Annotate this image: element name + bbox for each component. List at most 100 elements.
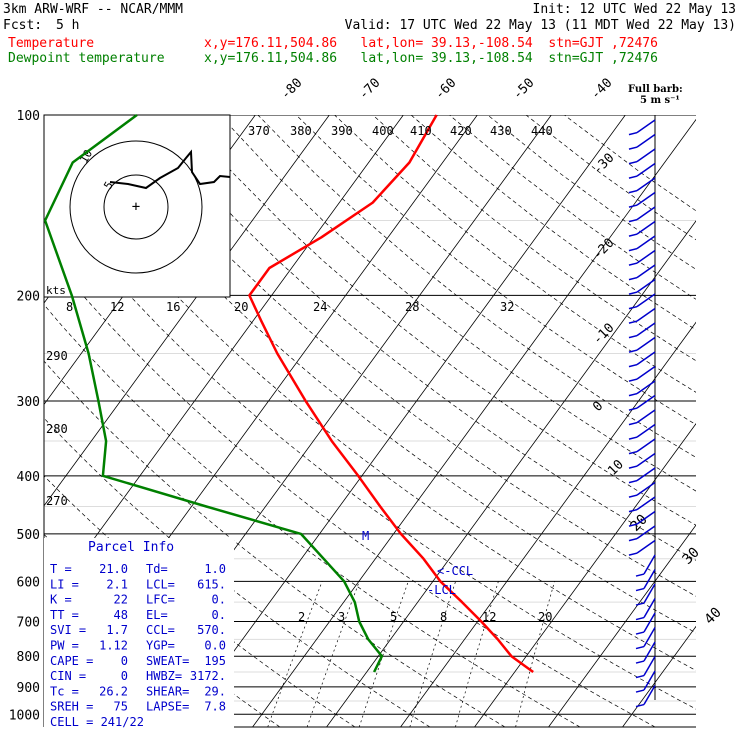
- upper-scale-label: 8: [66, 300, 73, 314]
- wind-barb-feather: [635, 616, 645, 621]
- level-marker: M: [362, 529, 369, 543]
- parcel-value: 0.: [212, 608, 226, 622]
- hodograph-frame: [43, 114, 231, 298]
- parcel-value: 1.7: [106, 623, 128, 637]
- upper-scale-label: 28: [405, 300, 419, 314]
- wind-barb-feather: [628, 160, 638, 165]
- parcel-key: TT =: [50, 608, 79, 622]
- theta-e-label: 380: [290, 124, 312, 138]
- wind-barb: [636, 133, 656, 148]
- valid-time: Valid: 17 UTC Wed 22 May 13 (11 MDT Wed …: [344, 18, 736, 33]
- wind-barb: [643, 641, 656, 662]
- hodograph-ring-large: [69, 140, 203, 274]
- wind-barb: [636, 365, 656, 380]
- wind-barb-feather: [635, 631, 645, 635]
- parcel-key: LCL=: [146, 577, 175, 591]
- isotherm-line: [400, 321, 696, 727]
- upper-scale-label: 12: [110, 300, 124, 314]
- hodograph-ring-label-large: 10: [77, 148, 95, 166]
- wind-barb-feather: [628, 218, 638, 223]
- pressure-tick-label: 600: [17, 575, 40, 590]
- wind-barb-feather: [635, 674, 645, 679]
- isotherm-line: [178, 115, 626, 727]
- isotherm-label: 30: [680, 545, 703, 568]
- dry-adiabat-line: [219, 115, 696, 492]
- wind-barb: [636, 510, 656, 525]
- parcel-value: 75: [114, 700, 128, 714]
- hodograph-center-mark: +: [132, 199, 140, 215]
- isotherm-label: -70: [356, 76, 383, 103]
- theta-label: 290: [46, 349, 68, 363]
- dry-adiabat-line: [44, 360, 506, 727]
- wind-barb-feather: [628, 363, 638, 368]
- parcel-key: LFC=: [146, 593, 175, 607]
- wind-barb: [636, 423, 656, 438]
- parcel-key: LI =: [50, 577, 79, 591]
- pressure-tick-label: 900: [17, 681, 40, 696]
- wind-barb: [636, 452, 656, 467]
- pressure-tick-label: 500: [17, 528, 40, 543]
- wind-barb-feather: [628, 175, 638, 179]
- pressure-tick-label: 700: [17, 615, 40, 630]
- isotherm-line: [697, 115, 740, 727]
- parcel-value: 7.8: [204, 700, 226, 714]
- parcel-key: EL=: [146, 608, 168, 622]
- wind-barb-feather: [628, 378, 638, 382]
- parcel-value: 570.: [197, 623, 226, 637]
- wind-barb-feather: [628, 131, 638, 136]
- forecast-label: Fcst:: [3, 18, 43, 33]
- dry-adiabat-line: [44, 304, 581, 727]
- wind-barb-feather: [628, 523, 638, 527]
- parcel-key: CCL=: [146, 623, 175, 637]
- sounding-profiles: [43, 113, 534, 674]
- wind-barb-feather: [628, 276, 638, 281]
- parcel-value: 0.: [212, 593, 226, 607]
- wind-barb: [636, 162, 656, 177]
- mixing-ratio-line: [306, 581, 360, 727]
- wind-barb: [636, 467, 656, 482]
- barb-legend-line2: 5 m s⁻¹: [640, 95, 680, 106]
- wind-barb: [643, 612, 656, 633]
- wind-barb-feather: [628, 262, 638, 266]
- mixing-ratio-line: [409, 581, 456, 727]
- wind-barb-feather: [628, 320, 638, 324]
- dewpoint-location: x,y=176.11,504.86 lat,lon= 39.13,-108.54…: [204, 51, 658, 66]
- wind-barb-feather: [628, 421, 638, 426]
- parcel-value: 195: [204, 654, 226, 668]
- mixing-ratio-line: [515, 581, 555, 727]
- wind-barb-feather: [628, 537, 638, 542]
- pressure-tick-label: 300: [17, 395, 40, 410]
- upper-scale-label: 32: [500, 300, 514, 314]
- pressure-tick-label: 200: [17, 289, 40, 304]
- isotherm-label: -30: [590, 151, 617, 178]
- dry-adiabat-line: [257, 115, 696, 458]
- temperature-label: Temperature: [8, 36, 95, 51]
- dry-adiabat-line: [181, 115, 696, 526]
- isotherm-label: -80: [278, 76, 305, 103]
- wind-barb: [636, 191, 656, 206]
- mixing-ratio-label: 3: [338, 610, 345, 624]
- isotherm-line: [548, 524, 696, 727]
- dewpoint-label: Dewpoint temperature: [8, 51, 165, 66]
- wind-barb: [636, 322, 656, 337]
- isotherm-label: -50: [510, 76, 537, 103]
- wind-barb: [636, 409, 656, 424]
- isotherm-label: -60: [432, 76, 459, 103]
- parcel-value: 48: [114, 608, 128, 622]
- isotherm-line: [252, 118, 696, 727]
- theta-e-label: 430: [490, 124, 512, 138]
- parcel-key: CAPE =: [50, 654, 93, 668]
- pressure-tick-label: 100: [17, 109, 40, 124]
- parcel-key: SVI =: [50, 623, 86, 637]
- wind-barb: [643, 583, 656, 604]
- wind-barb: [636, 539, 656, 554]
- theta-e-label: 440: [531, 124, 553, 138]
- wind-barb: [643, 656, 656, 676]
- dewpoint-profile: [43, 113, 384, 673]
- theta-e-label: 400: [372, 124, 394, 138]
- upper-scale-label: 24: [313, 300, 327, 314]
- parcel-value: 0: [121, 654, 128, 668]
- wind-barb: [636, 220, 656, 235]
- wind-barb: [636, 249, 656, 264]
